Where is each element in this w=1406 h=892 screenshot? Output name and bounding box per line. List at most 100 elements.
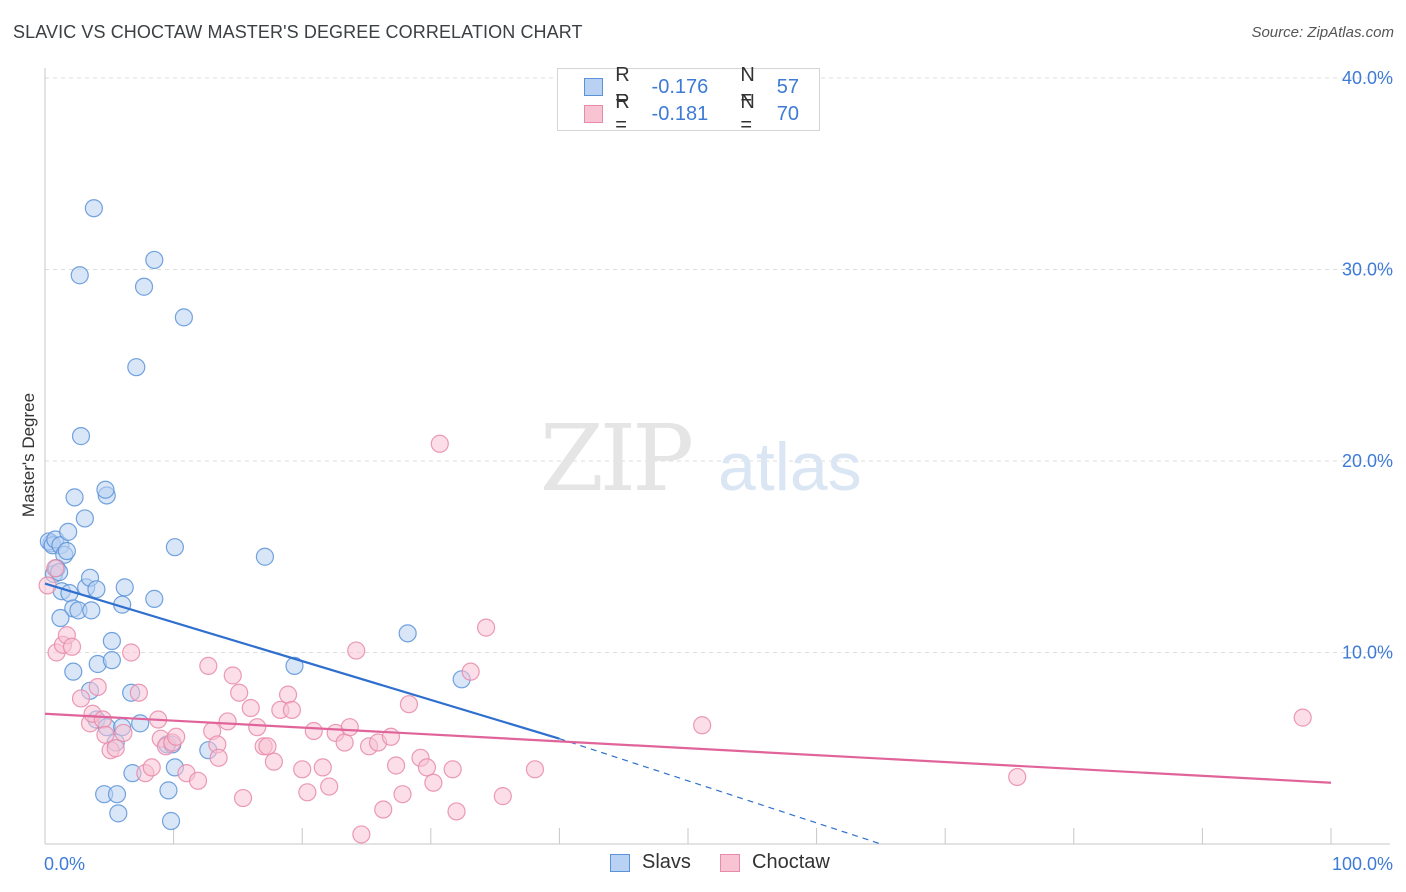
slavs-point	[96, 480, 115, 499]
trend-layer	[44, 582, 1332, 845]
slavs-point	[159, 781, 178, 800]
choctaw-point	[233, 788, 253, 808]
choctaw-point	[525, 760, 545, 779]
correlation-legend: R = -0.176 N = 57 R = -0.181 N = 70	[557, 64, 820, 136]
bottom-legend-label-choctaw: Choctaw	[752, 851, 830, 873]
slavs-point	[102, 651, 121, 670]
slavs-point	[134, 277, 154, 296]
bottom-legend-label-slavs: Slavs	[642, 851, 691, 873]
choctaw-point	[71, 689, 91, 708]
points-layer	[38, 199, 1312, 844]
legend-n-value: 70	[776, 102, 799, 125]
slavs-point	[84, 199, 103, 218]
legend-n-value: 57	[776, 75, 799, 98]
slavs-point	[59, 522, 78, 541]
legend-r-value: -0.181	[651, 102, 709, 125]
choctaw-point	[352, 825, 371, 844]
choctaw-point	[278, 685, 298, 704]
choctaw-point	[188, 771, 208, 790]
choctaw-point	[122, 643, 141, 662]
source-label: Source: ZipAtlas.com	[1251, 24, 1394, 41]
slavs-point	[71, 427, 91, 446]
watermark-atlas: atlas	[718, 429, 862, 505]
slavs-trend-line	[44, 582, 560, 740]
slavs-point	[165, 538, 184, 557]
choctaw-trend-line	[44, 712, 1332, 784]
choctaw-point	[129, 683, 148, 702]
slavs-point	[75, 509, 94, 528]
choctaw-point	[461, 662, 480, 681]
choctaw-point	[493, 787, 512, 806]
choctaw-point	[298, 783, 317, 802]
choctaw-point	[313, 758, 332, 777]
y-tick-label: 30.0%	[1342, 260, 1393, 280]
choctaw-point	[88, 677, 107, 697]
choctaw-point	[209, 748, 228, 767]
axis-layer: 10.0% 20.0% 30.0% 40.0% 0.0% 100.0%	[44, 68, 1393, 874]
choctaw-point	[386, 756, 406, 775]
choctaw-point	[443, 760, 462, 779]
choctaw-point	[347, 641, 366, 660]
choctaw-point	[142, 758, 161, 777]
choctaw-point	[93, 710, 112, 729]
choctaw-point	[399, 695, 419, 714]
choctaw-point	[447, 802, 466, 821]
legend-swatch-slavs	[584, 78, 604, 96]
legend-n-label: N =	[740, 64, 755, 109]
choctaw-point	[417, 758, 437, 777]
choctaw-point	[223, 666, 242, 685]
choctaw-point	[424, 773, 443, 792]
slavs-point	[70, 266, 89, 285]
choctaw-point	[230, 683, 249, 702]
bottom-legend-choctaw: Choctaw	[720, 851, 830, 874]
slavs-point	[131, 714, 150, 733]
grid-layer	[45, 77, 1390, 653]
choctaw-point	[106, 739, 125, 758]
choctaw-point	[693, 716, 712, 735]
choctaw-point	[320, 777, 339, 796]
choctaw-point	[282, 700, 302, 720]
choctaw-point	[258, 737, 277, 756]
choctaw-point	[335, 733, 354, 752]
slavs-point	[127, 358, 146, 377]
choctaw-point	[241, 698, 260, 718]
choctaw-point	[1008, 767, 1027, 787]
choctaw-point	[264, 752, 284, 771]
y-tick-label: 20.0%	[1342, 451, 1393, 471]
choctaw-point	[199, 656, 218, 676]
watermark-zip: ZIP	[540, 405, 691, 512]
y-axis-label: Master's Degree	[19, 393, 38, 517]
choctaw-point	[248, 718, 267, 737]
choctaw-point	[114, 723, 133, 743]
choctaw-point	[430, 434, 449, 453]
choctaw-point	[393, 785, 412, 804]
slavs-point	[285, 656, 304, 676]
slavs-point	[115, 578, 134, 597]
slavs-point	[255, 547, 275, 566]
slavs-point	[145, 589, 164, 608]
slavs-point	[107, 785, 127, 804]
bottom-legend-slavs: Slavs	[610, 851, 691, 874]
y-tick-label: 40.0%	[1342, 68, 1393, 88]
slavs-point	[64, 662, 83, 681]
legend-n-label: N =	[740, 91, 755, 136]
choctaw-point	[1293, 708, 1312, 727]
slavs-point	[174, 308, 193, 327]
choctaw-point	[381, 727, 401, 746]
watermark: ZIP atlas	[540, 405, 862, 512]
choctaw-point	[340, 718, 359, 737]
chart-title: SLAVIC VS CHOCTAW MASTER'S DEGREE CORREL…	[13, 22, 583, 42]
legend-r-label: R =	[615, 64, 630, 109]
legend-row-choctaw: R = -0.181 N = 70	[584, 91, 819, 136]
slavs-point	[51, 608, 70, 628]
y-tick-label: 10.0%	[1342, 643, 1393, 663]
bottom-swatch-slavs	[610, 853, 630, 872]
x-tick-label: 100.0%	[1332, 854, 1393, 874]
slavs-point	[102, 631, 121, 651]
choctaw-point	[218, 712, 237, 731]
legend-row-slavs: R = -0.176 N = 57	[584, 64, 819, 109]
choctaw-point	[476, 618, 496, 637]
choctaw-point	[374, 800, 393, 819]
slavs-point	[65, 488, 84, 507]
